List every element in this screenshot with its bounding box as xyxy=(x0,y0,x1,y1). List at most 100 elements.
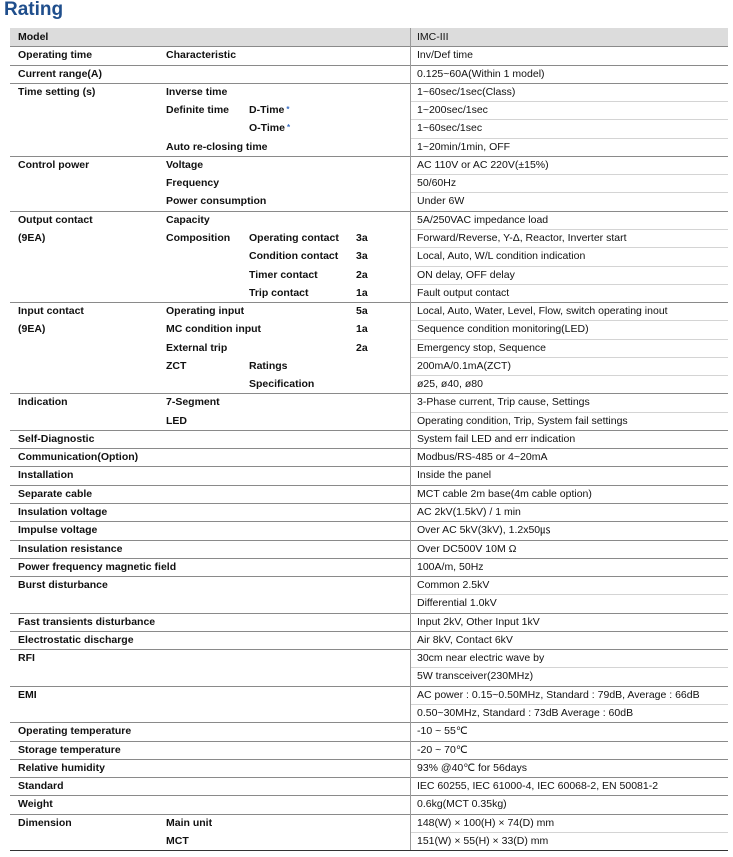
group-divider xyxy=(10,557,728,559)
label-cell: Definite time xyxy=(166,104,230,117)
group-divider xyxy=(10,484,728,486)
row-divider xyxy=(410,831,728,833)
row-divider xyxy=(410,247,728,249)
label-cell: Electrostatic discharge xyxy=(18,633,134,646)
label-cell: 2a xyxy=(356,341,368,354)
table-row: External trip 2a Emergency stop, Sequence xyxy=(10,339,728,357)
group-divider xyxy=(10,82,728,84)
label-cell: Composition xyxy=(166,231,231,244)
value-cell: AC 110V or AC 220V(±15%) xyxy=(417,158,549,171)
label-cell: Auto re-closing time xyxy=(166,140,268,153)
value-cell: 0.125~60A(Within 1 model) xyxy=(417,67,545,80)
value-cell: Emergency stop, Sequence xyxy=(417,341,546,354)
group-divider xyxy=(10,795,728,797)
value-cell: 5A/250VAC impedance load xyxy=(417,213,549,226)
label-cell: Operating contact xyxy=(249,231,339,244)
label-cell: Operating time xyxy=(18,49,93,62)
label-cell: 1a xyxy=(356,323,368,336)
label-cell: 7-Segment xyxy=(166,396,220,409)
group-divider xyxy=(10,64,728,66)
value-cell: AC power : 0.15~0.50MHz, Standard : 79dB… xyxy=(417,688,700,701)
row-divider xyxy=(410,411,728,413)
group-divider xyxy=(10,722,728,724)
value-cell: Forward/Reverse, Y-Δ, Reactor, Inverter … xyxy=(417,231,627,244)
value-cell: Modbus/RS-485 or 4~20mA xyxy=(417,451,548,464)
table-row: Timer contact 2a ON delay, OFF delay xyxy=(10,266,728,284)
label-cell: Inverse time xyxy=(166,85,228,98)
group-divider xyxy=(10,612,728,614)
label-cell: Weight xyxy=(18,798,53,811)
table-row: LED Operating condition, Trip, System fai… xyxy=(10,412,728,430)
label-cell: 5a xyxy=(356,305,368,318)
label-cell: Separate cable xyxy=(18,487,93,500)
value-cell: IMC-III xyxy=(417,31,449,43)
value-cell: 100A/m, 50Hz xyxy=(417,560,484,573)
table-row: Insulation voltage AC 2kV(1.5kV) / 1 min xyxy=(10,503,728,521)
value-cell: Over DC500V 10M Ω xyxy=(417,542,517,555)
label-cell: Frequency xyxy=(166,177,220,190)
row-divider xyxy=(410,283,728,285)
label-cell: Insulation resistance xyxy=(18,542,123,555)
value-cell: 3-Phase current, Trip cause, Settings xyxy=(417,396,590,409)
footnote-mark: * xyxy=(286,105,290,115)
table-row: Indication 7-Segment 3-Phase current, Trip… xyxy=(10,393,728,411)
table-row: ZCT Ratings 200mA/0.1mA(ZCT) xyxy=(10,357,728,375)
group-divider xyxy=(10,448,728,450)
label-cell: Characteristic xyxy=(166,49,237,62)
label-cell: Ratings xyxy=(249,359,288,372)
label-cell: EMI xyxy=(18,688,37,701)
table-row: Time setting (s) Inverse time 1~60sec/1sec… xyxy=(10,83,728,101)
label-cell: Voltage xyxy=(166,158,204,171)
label-cell: Standard xyxy=(18,780,64,793)
label-cell: Current range(A) xyxy=(18,67,103,80)
label-cell: Power consumption xyxy=(166,195,267,208)
group-divider xyxy=(10,758,728,760)
group-divider xyxy=(10,210,728,212)
table-row: Differential 1.0kV xyxy=(10,594,728,612)
value-cell: 0.50~30MHz, Standard : 73dB Average : 60… xyxy=(417,706,634,719)
table-row: 5W transceiver(230MHz) xyxy=(10,667,728,685)
value-cell: 30cm near electric wave by xyxy=(417,652,545,665)
label-cell: MC condition input xyxy=(166,323,262,336)
table-row: Installation Inside the panel xyxy=(10,466,728,484)
table-row: MCT 151(W) × 55(H) × 33(D) mm xyxy=(10,832,728,850)
label-cell: O-Time * xyxy=(249,122,291,135)
table-row: Operating time Characteristic Inv/Def time xyxy=(10,46,728,64)
value-cell: 1~60sec/1sec xyxy=(417,122,483,135)
row-divider xyxy=(410,375,728,377)
value-cell: Differential 1.0kV xyxy=(417,597,497,610)
group-divider xyxy=(10,685,728,687)
table-row: Power frequency magnetic field 100A/m, 50… xyxy=(10,558,728,576)
value-cell: IEC 60255, IEC 61000-4, IEC 60068-2, EN … xyxy=(417,780,659,793)
label-cell: Burst disturbance xyxy=(18,579,108,592)
footnote-mark: * xyxy=(286,123,291,133)
label-cell: MCT xyxy=(166,834,189,847)
group-divider xyxy=(10,429,728,431)
label-cell: D-Time * xyxy=(249,104,290,117)
row-divider xyxy=(410,667,728,669)
label-cell: (9EA) xyxy=(18,323,46,336)
label-cell: Operating temperature xyxy=(18,725,132,738)
row-divider xyxy=(410,594,728,596)
group-divider xyxy=(10,740,728,742)
label-cell: Operating input xyxy=(166,305,245,318)
table-row: Impulse voltage Over AC 5kV(3kV), 1.2x50㎲ xyxy=(10,521,728,539)
table-row: Control power Voltage AC 110V or AC 220V(±… xyxy=(10,156,728,174)
label-cell: RFI xyxy=(18,652,35,665)
row-divider xyxy=(410,356,728,358)
table-row: Model IMC-III xyxy=(10,28,728,47)
label-cell: Storage temperature xyxy=(18,743,121,756)
label-cell: Control power xyxy=(18,158,90,171)
value-cell: Inv/Def time xyxy=(417,49,474,62)
group-divider xyxy=(10,393,728,395)
table-row: Insulation resistance Over DC500V 10M Ω xyxy=(10,540,728,558)
group-divider xyxy=(10,503,728,505)
value-cell: 1~60sec/1sec(Class) xyxy=(417,85,516,98)
value-cell: 5W transceiver(230MHz) xyxy=(417,670,534,683)
label-cell: Self-Diagnostic xyxy=(18,432,95,445)
group-divider xyxy=(10,777,728,779)
label-cell: Output contact xyxy=(18,213,93,226)
label-cell: Main unit xyxy=(166,816,213,829)
value-cell: 50/60Hz xyxy=(417,177,457,190)
